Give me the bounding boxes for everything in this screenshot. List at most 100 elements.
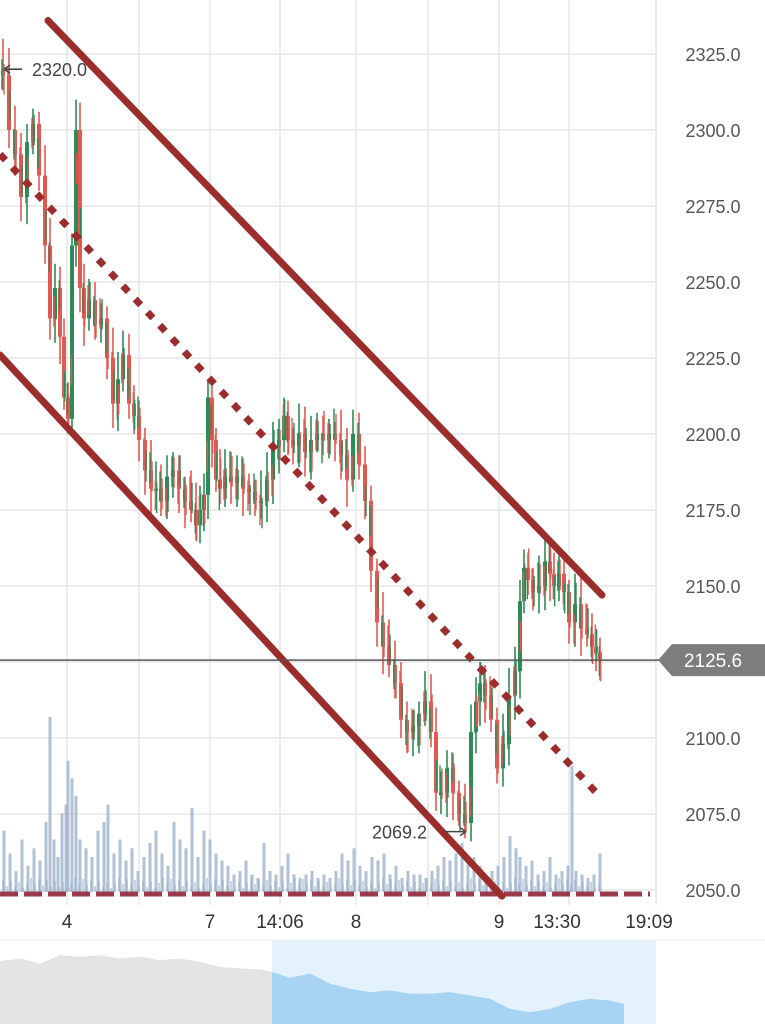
y-tick-label: 2175.0 <box>685 501 740 521</box>
volume-bar <box>510 883 512 892</box>
y-tick-label: 2300.0 <box>685 121 740 141</box>
volume-bars <box>0 717 650 897</box>
volume-bar <box>96 830 100 892</box>
volume-bar <box>522 879 524 892</box>
volume-bar <box>514 878 516 892</box>
high-marker-label: 2320.0 <box>32 60 87 80</box>
candle-body <box>165 476 169 501</box>
volume-bar <box>60 813 64 892</box>
volume-bar <box>390 879 392 892</box>
volume-bar <box>346 860 350 892</box>
volume-bar <box>442 857 446 892</box>
volume-bar <box>74 795 78 892</box>
volume-bar <box>382 853 386 892</box>
volume-bar <box>394 885 396 892</box>
candle-body <box>457 792 461 814</box>
volume-bar <box>78 884 80 892</box>
volume-bar <box>518 857 522 892</box>
volume-bar <box>386 884 388 892</box>
volume-bar <box>546 882 548 892</box>
volume-bar <box>102 822 106 892</box>
volume-bar <box>208 839 212 892</box>
y-tick-label: 2225.0 <box>685 349 740 369</box>
range-navigator[interactable] <box>0 939 765 1024</box>
volume-bar <box>266 880 268 892</box>
candle-body <box>489 695 493 720</box>
annotations: 2320.0 2069.2 <box>3 60 467 843</box>
candle-body <box>369 500 373 571</box>
volume-bar <box>136 871 140 892</box>
volume-bar <box>374 888 376 892</box>
volume-bar <box>280 865 284 892</box>
volume-bar <box>598 883 600 892</box>
volume-bar <box>32 848 36 892</box>
volume-bar <box>146 887 148 892</box>
candle-body <box>87 300 91 319</box>
candle-body <box>177 470 181 489</box>
volume-bar <box>394 865 398 892</box>
volume-bar <box>66 760 70 892</box>
volume-bar <box>328 878 332 892</box>
volume-bar <box>26 865 30 892</box>
volume-bar <box>70 778 74 892</box>
volume-bar <box>134 880 136 892</box>
volume-bar <box>298 884 300 892</box>
candle-body <box>557 573 561 586</box>
volume-bar <box>210 884 212 892</box>
volume-bar <box>570 766 574 892</box>
volume-bar <box>238 871 242 892</box>
volume-bar <box>30 878 32 892</box>
volume-bar <box>38 860 42 892</box>
volume-bar <box>508 836 512 892</box>
volume-bar <box>402 886 404 892</box>
volume-bar <box>150 882 152 892</box>
volume-bar <box>34 884 36 892</box>
volume-bar <box>506 888 508 892</box>
volume-bar <box>268 871 272 892</box>
volume-bar <box>286 853 290 892</box>
volume-bar <box>18 882 20 892</box>
candle-body <box>171 470 175 477</box>
trendline-midline[interactable] <box>0 151 605 802</box>
candle-body <box>513 671 517 696</box>
candle-body <box>229 476 233 483</box>
volume-bar <box>138 886 140 892</box>
volume-bar <box>454 853 458 892</box>
volume-bar <box>400 878 404 892</box>
volume-bar <box>378 883 380 892</box>
volume-bar <box>306 885 308 892</box>
candle-body <box>345 455 349 480</box>
trendlines[interactable] <box>0 17 606 900</box>
volume-bar <box>178 880 180 892</box>
candle-body <box>429 701 433 732</box>
volume-bar <box>426 878 428 892</box>
volume-bar <box>154 888 156 892</box>
volume-bar <box>496 865 500 892</box>
candle-body <box>303 434 307 453</box>
volume-bar <box>186 881 188 892</box>
volume-bar <box>226 865 230 892</box>
trendline-channel[interactable] <box>0 351 506 900</box>
grid <box>0 0 657 905</box>
x-tick-label: 13:30 <box>533 912 581 933</box>
volume-bar <box>54 881 56 892</box>
candle-body <box>495 719 499 769</box>
volume-bar <box>466 883 468 892</box>
volume-bar <box>2 880 4 892</box>
volume-bar <box>518 884 520 892</box>
trendline-channel[interactable] <box>44 17 606 599</box>
volume-bar <box>302 879 304 892</box>
volume-bar <box>244 860 248 892</box>
candle-body <box>265 479 269 501</box>
candle-body <box>53 288 57 319</box>
volume-bar <box>410 887 412 892</box>
candle-body <box>247 488 251 492</box>
volume-bar <box>578 886 580 892</box>
volume-bar <box>462 888 464 892</box>
volume-bar <box>42 885 44 892</box>
volume-bar <box>190 808 194 892</box>
x-tick-label: 7 <box>205 912 216 933</box>
volume-bar <box>90 857 94 892</box>
